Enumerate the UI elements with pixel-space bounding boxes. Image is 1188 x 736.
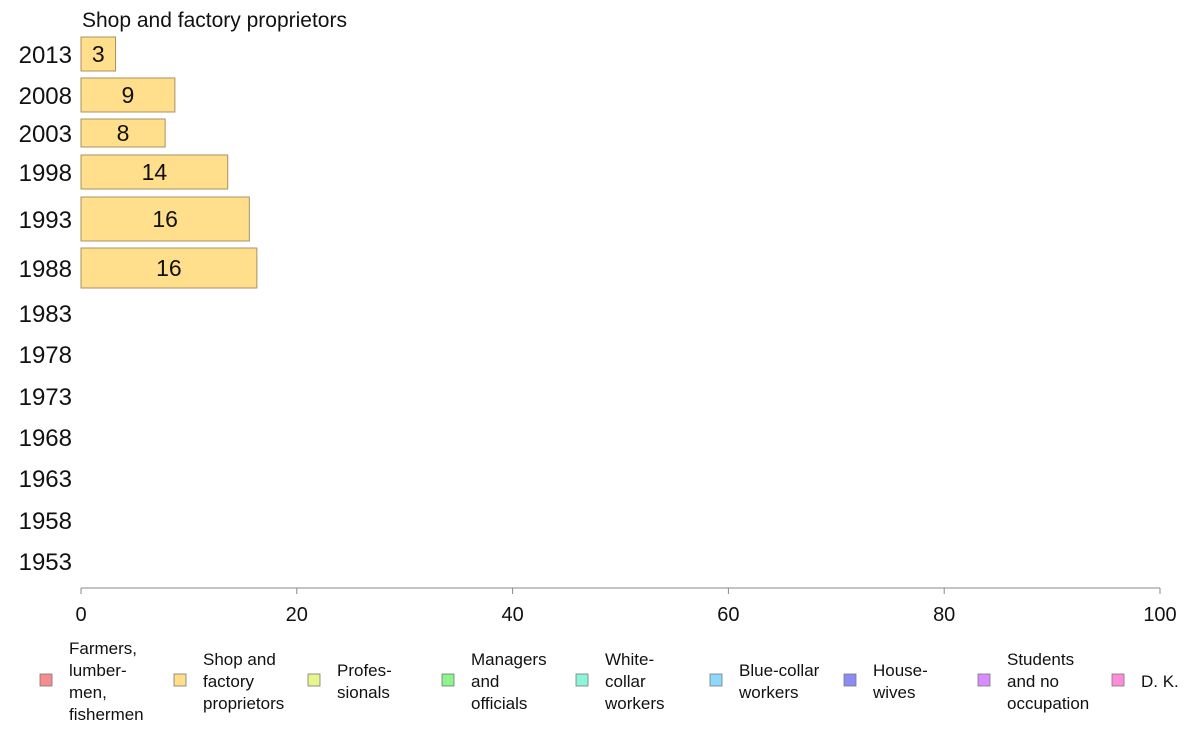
legend-swatch bbox=[1111, 673, 1125, 687]
y-tick-label-2013: 2013 bbox=[19, 42, 72, 69]
data-label-2003: 8 bbox=[117, 120, 130, 146]
legend-label-line: workers bbox=[738, 683, 799, 702]
x-tick-label-20: 20 bbox=[286, 604, 308, 626]
y-axis-labels: 2013 2008 2003 1998 1993 1988 1983 1978 1973 1968… bbox=[19, 42, 72, 576]
legend-label-line: proprietors bbox=[203, 694, 284, 713]
data-label-1993: 16 bbox=[152, 206, 178, 232]
legend-label-line: men, bbox=[69, 683, 107, 702]
data-label-2013: 3 bbox=[92, 41, 105, 67]
bar-1998 bbox=[80, 154, 229, 190]
legend-label-line: factory bbox=[203, 672, 255, 691]
legend-label-line: Blue-collar bbox=[739, 661, 820, 680]
chart-title: Shop and factory proprietors bbox=[82, 9, 347, 32]
legend-label-line: wives bbox=[872, 683, 916, 702]
bar-2003 bbox=[80, 118, 166, 148]
y-tick-label-1963: 1963 bbox=[19, 466, 72, 493]
legend-label-line: D. K. bbox=[1141, 672, 1179, 691]
data-label-1998: 14 bbox=[142, 159, 168, 185]
legend-label-line: occupation bbox=[1007, 694, 1089, 713]
legend-swatch bbox=[977, 673, 991, 687]
legend-item-2: Shop and factory proprietors bbox=[173, 650, 284, 713]
data-label-1988: 16 bbox=[156, 255, 182, 281]
legend-label-line: Managers bbox=[471, 650, 547, 669]
legend-label-line: lumber- bbox=[69, 661, 127, 680]
bars: 39 8 14 16 16 bbox=[80, 36, 258, 289]
bar-1993 bbox=[80, 196, 250, 242]
legend-swatch bbox=[575, 673, 589, 687]
x-tick-label-60: 60 bbox=[717, 604, 739, 626]
legend-item-3: Profes-sionals bbox=[307, 661, 392, 702]
legend-item-6: Blue-collar workers bbox=[709, 661, 820, 702]
legend-label-line: and no bbox=[1007, 672, 1059, 691]
y-tick-label-1993: 1993 bbox=[19, 207, 72, 234]
y-tick-label-1978: 1978 bbox=[19, 342, 72, 369]
legend-label-line: sionals bbox=[337, 683, 390, 702]
y-tick-label-1953: 1953 bbox=[19, 549, 72, 576]
x-tick-label-80: 80 bbox=[933, 604, 955, 626]
legend-label-line: collar bbox=[605, 672, 646, 691]
legend-item-9: D. K. bbox=[1111, 672, 1179, 691]
legend-label-line: fishermen bbox=[69, 705, 144, 724]
legend-label-line: workers bbox=[604, 694, 665, 713]
legend-item-8: Students and no occupation bbox=[977, 650, 1089, 713]
data-label-2008: 9 bbox=[122, 82, 135, 108]
legend-label-line: Students bbox=[1007, 650, 1074, 669]
y-tick-label-2003: 2003 bbox=[19, 121, 72, 148]
legend-swatch bbox=[843, 673, 857, 687]
legend-swatch bbox=[173, 673, 187, 687]
y-tick-label-1958: 1958 bbox=[19, 508, 72, 535]
bar-2013 bbox=[80, 36, 117, 72]
legend-swatch bbox=[441, 673, 455, 687]
legend-label-line: Farmers, bbox=[69, 639, 137, 658]
x-tick-label-40: 40 bbox=[501, 604, 523, 626]
y-tick-label-2008: 2008 bbox=[19, 83, 72, 110]
y-tick-label-1983: 1983 bbox=[19, 301, 72, 328]
legend-item-1: Farmers, lumber-men, fishermen bbox=[39, 639, 144, 724]
legend-label-line: Profes- bbox=[337, 661, 392, 680]
legend-label-line: and bbox=[471, 672, 499, 691]
legend-item-5: White-collar workers bbox=[575, 650, 665, 713]
legend-label-line: House- bbox=[873, 661, 928, 680]
legend-swatch bbox=[307, 673, 321, 687]
legend-item-4: Managers and officials bbox=[441, 650, 547, 713]
legend: Farmers, lumber-men, fishermen Shop and fact… bbox=[39, 639, 1179, 724]
legend-swatch bbox=[709, 673, 723, 687]
y-tick-label-1973: 1973 bbox=[19, 384, 72, 411]
y-tick-label-1998: 1998 bbox=[19, 160, 72, 187]
legend-label-line: Shop and bbox=[203, 650, 276, 669]
y-tick-label-1988: 1988 bbox=[19, 256, 72, 283]
x-tick-label-0: 0 bbox=[75, 604, 86, 626]
legend-label-line: White- bbox=[605, 650, 654, 669]
bar-1988 bbox=[80, 247, 258, 289]
legend-swatch bbox=[39, 673, 53, 687]
bar-2008 bbox=[80, 77, 176, 113]
x-axis: 0 20 40 60 80 100 bbox=[75, 587, 1177, 626]
legend-item-7: House-wives bbox=[843, 661, 928, 702]
y-tick-label-1968: 1968 bbox=[19, 425, 72, 452]
x-tick-label-100: 100 bbox=[1143, 604, 1176, 626]
legend-label-line: officials bbox=[471, 694, 527, 713]
